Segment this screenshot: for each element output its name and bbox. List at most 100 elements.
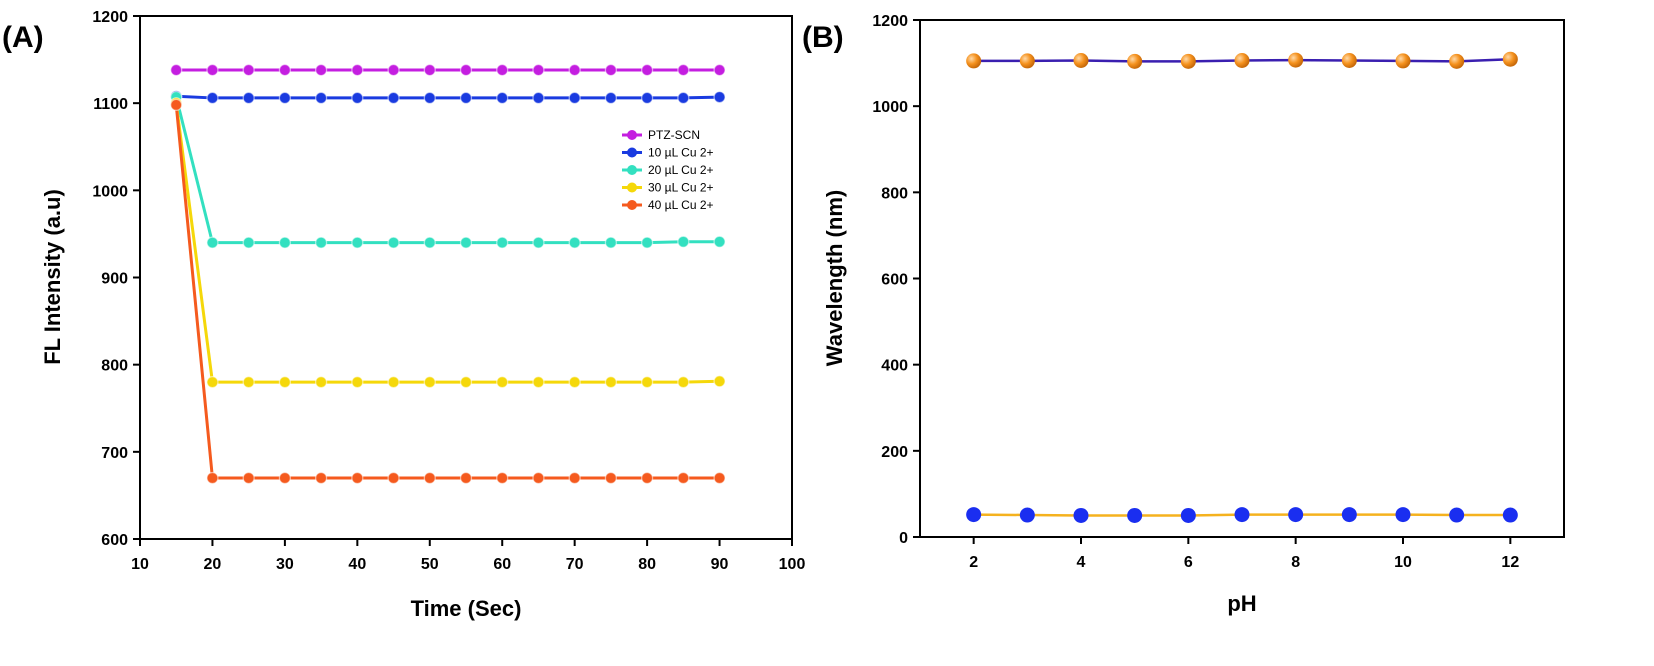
data-point-series-5: [677, 471, 690, 485]
data-point-series-4: [568, 376, 581, 389]
y-tick-label: 1200: [872, 13, 908, 30]
data-point-series-4: [713, 375, 726, 388]
data-point-series-4: [641, 376, 654, 389]
series-line-5: [174, 104, 720, 480]
data-point-series-1: [1234, 52, 1250, 68]
data-point-series-4: [242, 376, 255, 389]
legend-label: 20 µL Cu 2+: [648, 163, 714, 177]
data-point-series-3: [641, 236, 654, 249]
data-point-series-1: [532, 63, 545, 77]
data-point-series-1: [1288, 52, 1304, 68]
data-point-series-2: [641, 91, 654, 105]
data-point-series-2: [1502, 507, 1518, 523]
data-point-series-2: [1341, 507, 1357, 523]
data-point-series-1: [1449, 53, 1465, 69]
series-line-3: [174, 96, 720, 245]
data-point-series-5: [351, 471, 364, 485]
data-point-series-4: [278, 376, 291, 389]
data-point-series-2: [1288, 507, 1304, 523]
data-point-series-1: [206, 63, 219, 77]
legend-label: 30 µL Cu 2+: [648, 181, 714, 195]
data-point-series-2: [604, 91, 617, 105]
panel-b-label: (B): [802, 21, 844, 54]
data-point-series-3: [351, 236, 364, 249]
data-point-series-2: [423, 91, 436, 105]
data-point-series-1: [1127, 53, 1143, 69]
x-tick-label: 8: [1291, 554, 1300, 571]
legend-marker: [627, 165, 637, 175]
y-tick-label: 600: [101, 532, 128, 549]
x-tick-label: 60: [493, 556, 511, 573]
data-point-series-3: [423, 236, 436, 249]
legend-label: 40 µL Cu 2+: [648, 198, 714, 212]
data-point-series-1: [1395, 53, 1411, 69]
data-point-series-1: [1019, 53, 1035, 69]
data-point-series-1: [568, 63, 581, 77]
data-point-series-2: [206, 91, 219, 105]
data-point-series-2: [1449, 507, 1465, 523]
panel-a-y-axis-title: FL Intensity (a.u): [40, 189, 65, 365]
data-point-series-3: [496, 236, 509, 249]
y-tick-label: 700: [101, 445, 128, 462]
data-point-series-1: [677, 63, 690, 77]
x-tick-label: 100: [779, 556, 806, 573]
data-point-series-1: [1502, 51, 1518, 67]
data-point-series-3: [315, 236, 328, 249]
y-tick-label: 600: [881, 272, 908, 289]
data-point-series-5: [387, 471, 400, 485]
data-point-series-3: [568, 236, 581, 249]
x-tick-label: 4: [1077, 554, 1086, 571]
data-point-series-4: [604, 376, 617, 389]
y-tick-label: 800: [881, 185, 908, 202]
data-point-series-3: [242, 236, 255, 249]
panel-b-x-axis-title: pH: [1227, 591, 1256, 616]
data-point-series-1: [1073, 52, 1089, 68]
data-point-series-2: [315, 91, 328, 105]
data-point-series-2: [1073, 507, 1089, 523]
x-tick-label: 70: [566, 556, 584, 573]
y-tick-label: 1200: [92, 9, 128, 26]
series-line-2: [176, 94, 720, 100]
panel-a-x-axis-title: Time (Sec): [411, 596, 522, 621]
panel-a-legend: PTZ-SCN 10 µL Cu 2+ 20 µL Cu 2+ 30 µL Cu 2+…: [622, 128, 714, 212]
legend-label: PTZ-SCN: [648, 128, 700, 142]
data-point-series-4: [315, 376, 328, 389]
data-point-series-5: [641, 471, 654, 485]
data-point-series-5: [604, 471, 617, 485]
data-point-series-3: [532, 236, 545, 249]
x-tick-label: 10: [131, 556, 149, 573]
x-tick-label: 2: [969, 554, 978, 571]
panel-b-frame: [919, 19, 1565, 538]
data-point-series-3: [677, 235, 690, 248]
data-point-series-4: [532, 376, 545, 389]
y-tick-label: 1100: [93, 96, 128, 113]
data-point-series-5: [242, 471, 255, 485]
x-tick-label: 6: [1184, 554, 1193, 571]
data-point-series-2: [459, 91, 473, 105]
panel-a-series: [170, 63, 726, 485]
data-point-series-2: [278, 91, 291, 105]
data-point-series-4: [423, 376, 436, 389]
panel-b-series: [966, 51, 1518, 523]
data-point-series-3: [387, 236, 400, 249]
series-line-4: [174, 102, 720, 384]
data-point-series-2: [532, 91, 545, 105]
y-tick-label: 1000: [872, 99, 908, 116]
data-point-series-2: [713, 90, 726, 104]
data-point-series-1: [966, 53, 982, 69]
data-point-series-1: [1180, 53, 1196, 69]
data-point-series-3: [604, 236, 617, 249]
data-point-series-2: [387, 91, 400, 105]
data-point-series-5: [532, 471, 545, 485]
data-point-series-4: [677, 376, 690, 389]
legend-marker: [627, 147, 637, 158]
x-tick-label: 80: [638, 556, 656, 573]
data-point-series-3: [459, 236, 473, 249]
y-tick-label: 400: [881, 358, 908, 375]
data-point-series-2: [966, 507, 982, 523]
data-point-series-2: [1180, 507, 1196, 523]
data-point-series-2: [1395, 507, 1411, 523]
data-point-series-2: [1019, 507, 1035, 523]
data-point-series-1: [496, 63, 509, 77]
